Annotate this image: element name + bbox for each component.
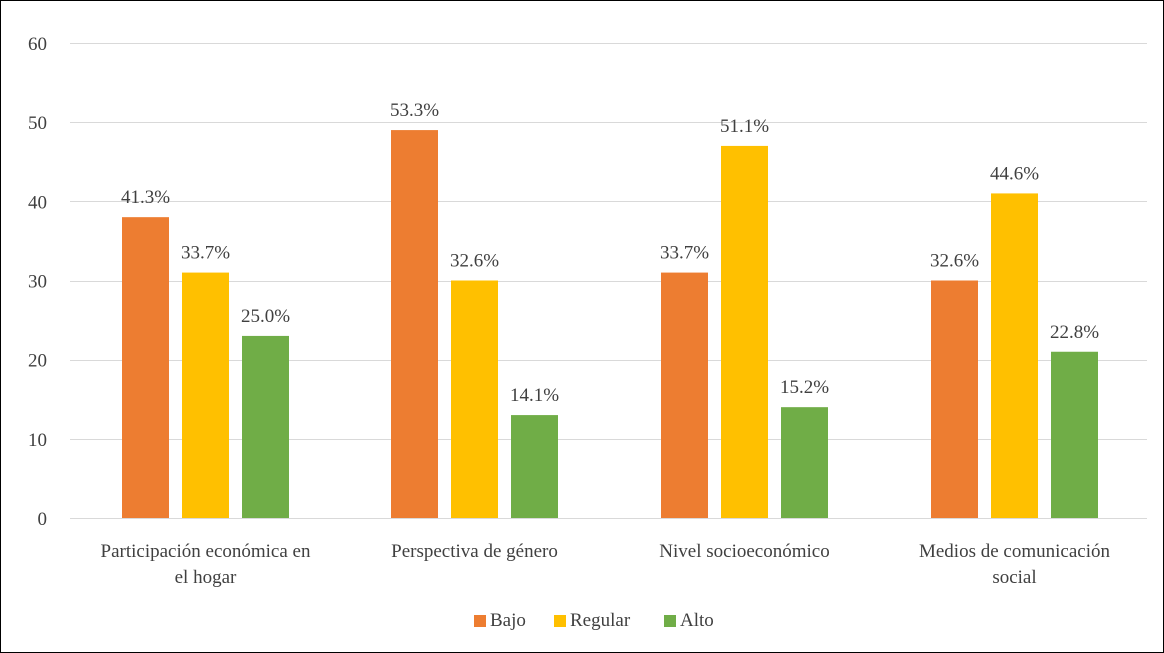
legend-swatch-alto [664,615,676,627]
legend-label-bajo: Bajo [490,610,526,631]
y-tick-label: 30 [28,272,47,293]
bar-regular [451,280,498,518]
data-label: 51.1% [720,116,769,137]
bar-regular [721,145,768,518]
bar-regular [182,272,229,518]
y-tick-label: 20 [28,351,47,372]
data-label: 32.6% [450,251,499,272]
bar-bajo [931,280,978,518]
data-label: 25.0% [241,306,290,327]
y-axis-ticks: 0 10 20 30 40 50 60 [28,34,47,530]
data-label: 44.6% [990,163,1039,184]
bar-bajo [661,272,708,518]
legend-label-alto: Alto [680,610,714,631]
legend: Bajo Regular Alto [474,610,714,631]
x-category-label: Participación económica en el hogar [101,541,311,588]
x-category-label: Nivel socioeconómico [659,541,829,562]
data-label: 15.2% [780,377,829,398]
data-label: 33.7% [181,243,230,264]
data-label: 41.3% [121,187,170,208]
y-tick-label: 40 [28,192,47,213]
data-label: 53.3% [390,100,439,121]
y-tick-label: 0 [38,509,48,530]
y-tick-label: 50 [28,113,47,134]
bars [122,130,1098,519]
data-label: 14.1% [510,385,559,406]
data-label: 33.7% [660,243,709,264]
bar-alto [511,415,558,518]
bar-bajo [122,217,169,518]
legend-label-regular: Regular [570,610,631,631]
bar-alto [781,407,828,518]
gridlines [70,43,1147,519]
data-label: 22.8% [1050,322,1099,343]
y-tick-label: 10 [28,430,47,451]
data-labels: 41.3% 53.3% 33.7% 32.6% 33.7% 32.6% 51.1% 44.6%… [121,100,1099,406]
bar-alto [242,335,289,518]
bar-regular [991,193,1038,518]
legend-swatch-bajo [474,615,486,627]
x-category-label: Medios de comunicación social [919,541,1111,588]
x-axis-categories: Participación económica en el hogar Perspe… [101,541,1111,588]
bar-bajo [391,130,438,519]
data-label: 32.6% [930,251,979,272]
y-tick-label: 60 [28,34,47,55]
legend-swatch-regular [554,615,566,627]
bar-alto [1051,351,1098,518]
x-category-label: Perspectiva de género [391,541,558,562]
